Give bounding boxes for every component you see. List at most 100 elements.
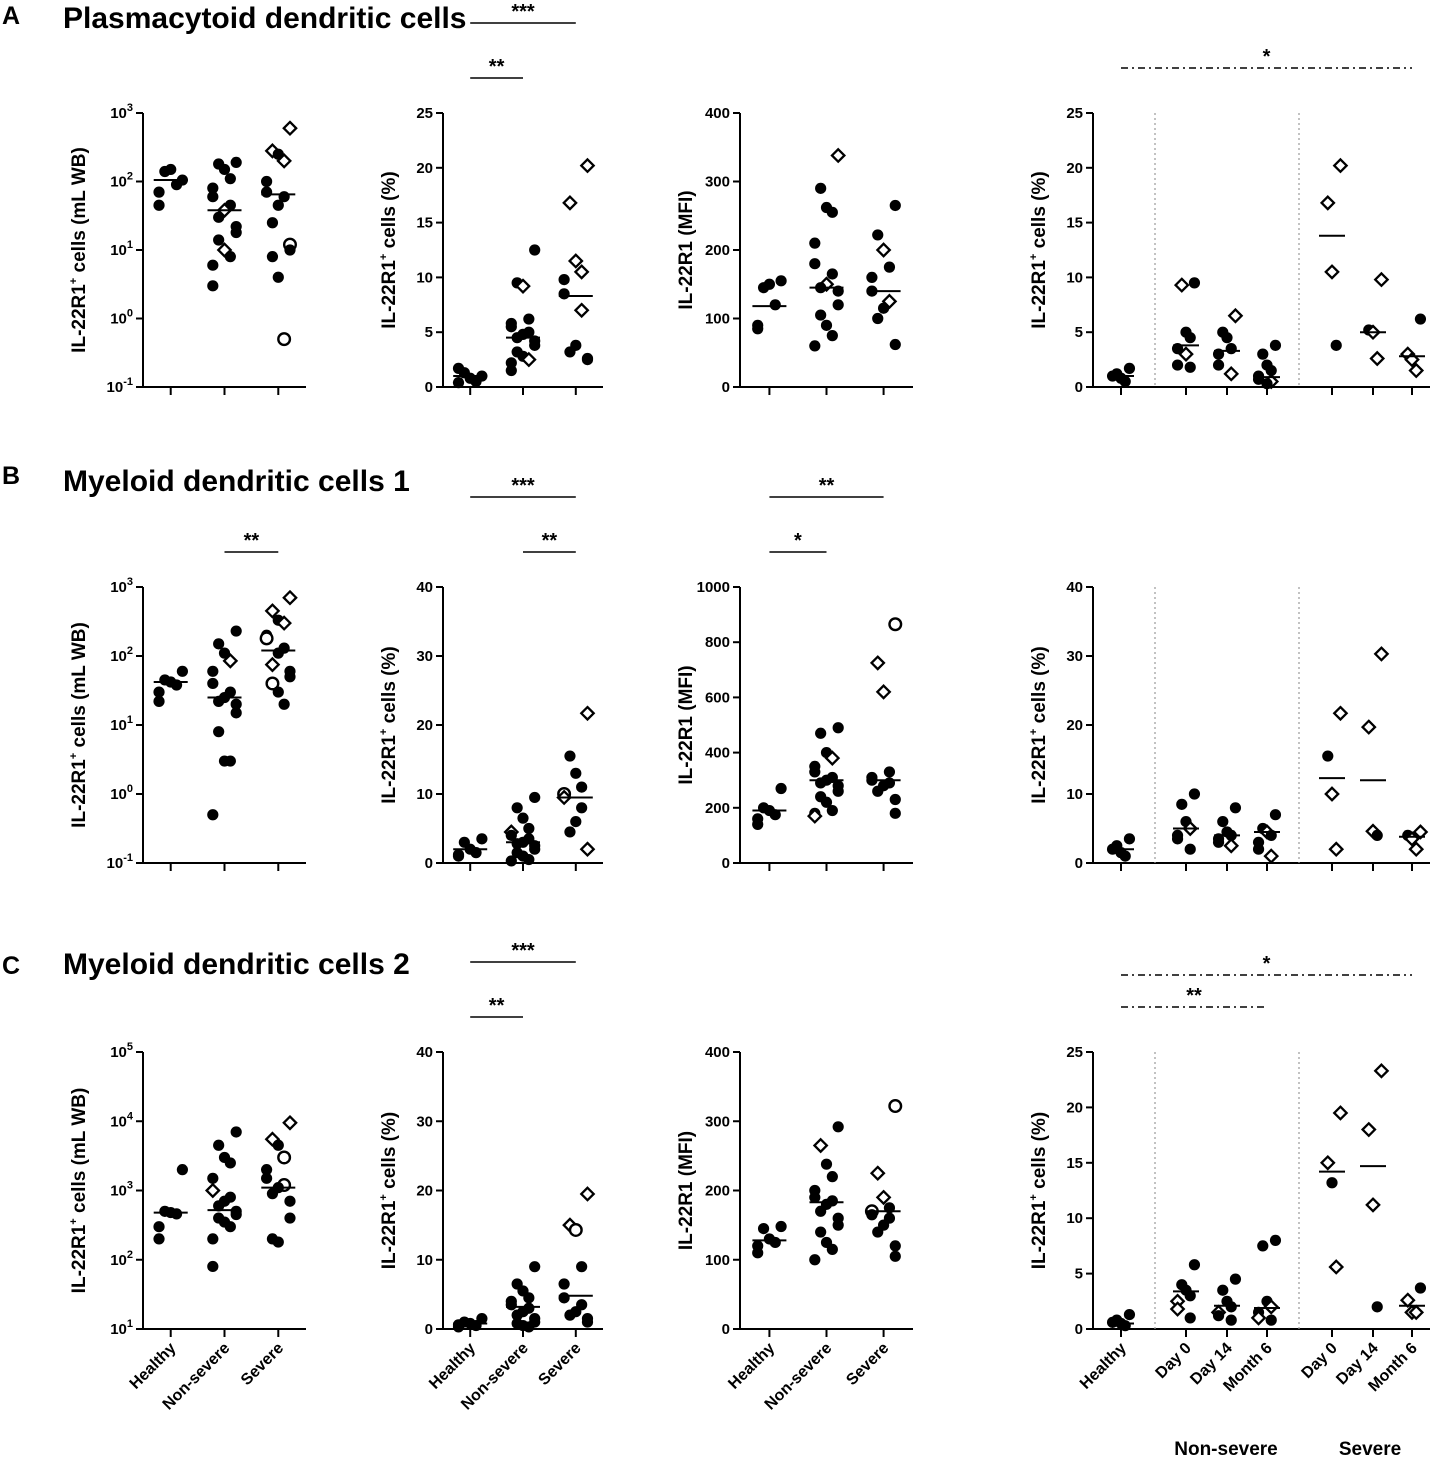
data-point — [872, 1226, 884, 1238]
data-point — [523, 1292, 535, 1304]
data-point — [832, 1121, 844, 1133]
data-point — [511, 1309, 523, 1321]
data-point-diamond — [1408, 841, 1425, 858]
row-header-a: A Plasmacytoid dendritic cells — [2, 2, 467, 35]
data-point — [832, 785, 844, 797]
data-point-open-circle — [277, 1150, 292, 1165]
data-point-diamond — [1332, 705, 1349, 722]
data-point — [558, 288, 570, 300]
data-point — [218, 163, 231, 176]
data-point — [272, 271, 284, 283]
y-tick-label: 10 — [416, 1252, 433, 1269]
y-tick-label: 400 — [705, 1044, 730, 1061]
y-label-part: cells (%) — [379, 646, 400, 728]
data-point — [505, 321, 517, 333]
data-point — [883, 261, 896, 273]
data-point — [570, 816, 582, 828]
data-point — [564, 346, 576, 358]
data-point — [570, 767, 582, 779]
data-point-diamond — [521, 351, 537, 368]
y-label-sup: + — [378, 254, 390, 260]
data-point — [752, 1247, 764, 1259]
data-point — [564, 750, 576, 762]
data-point — [517, 812, 529, 824]
data-point-open-circle — [277, 332, 292, 347]
data-point — [1217, 1284, 1229, 1296]
data-point — [523, 853, 535, 866]
significance-label: * — [794, 530, 802, 552]
row-title-a: Plasmacytoid dendritic cells — [63, 2, 467, 35]
tick-exponent: 2 — [127, 1249, 133, 1261]
y-label-part: IL-22R1 — [69, 284, 90, 353]
data-point — [230, 625, 242, 637]
y-tick-label: 0 — [1075, 855, 1083, 872]
data-point-diamond — [264, 1131, 281, 1148]
data-point — [889, 338, 901, 351]
data-point — [564, 1309, 576, 1321]
y-tick-label: 15 — [1066, 215, 1083, 232]
data-point — [815, 777, 827, 789]
data-point — [176, 1164, 188, 1176]
data-point-diamond — [579, 705, 596, 722]
tick-base: 10 — [110, 174, 127, 191]
data-point — [207, 809, 219, 821]
data-point-diamond — [282, 120, 298, 137]
y-label-sup: + — [1028, 729, 1040, 735]
data-point — [1414, 313, 1427, 325]
data-point-diamond — [1360, 719, 1377, 735]
y-label-sup: + — [68, 1218, 80, 1224]
data-point — [826, 206, 838, 218]
y-tick-label: 30 — [416, 648, 433, 665]
y-tick-label: 10 — [1066, 1210, 1083, 1227]
y-tick-label: 800 — [705, 634, 730, 651]
data-point — [261, 1172, 273, 1184]
data-point-diamond — [1328, 1259, 1345, 1275]
y-label-part: IL-22R1 — [1029, 260, 1050, 329]
data-point — [889, 199, 901, 212]
y-label-part: cells (%) — [1029, 646, 1050, 728]
data-point — [1269, 339, 1282, 351]
data-point-diamond — [806, 808, 823, 824]
data-point — [207, 1233, 219, 1245]
data-point — [1171, 833, 1184, 845]
significance-label: ** — [542, 530, 558, 552]
y-tick-label: 103 — [110, 1180, 133, 1200]
data-point-diamond — [1373, 271, 1390, 288]
significance-label: ** — [819, 475, 835, 497]
y-tick-label: 10 — [1066, 269, 1083, 286]
data-point — [558, 1292, 570, 1304]
y-axis-label: IL-22R1+ cells (%) — [378, 1112, 400, 1269]
y-axis-label: IL-22R1 (MFI) — [676, 1131, 697, 1250]
y-tick-label: 20 — [416, 717, 433, 734]
data-point-diamond — [1324, 264, 1340, 280]
panel-letter-c: C — [2, 952, 20, 980]
y-tick-label: 400 — [705, 105, 730, 122]
y-axis-label: IL-22R1+ cells (%) — [378, 171, 400, 328]
tick-base: 10 — [110, 1183, 127, 1200]
data-point-diamond — [573, 264, 590, 280]
data-point — [775, 1220, 787, 1233]
data-point — [230, 226, 242, 239]
data-point — [815, 182, 827, 194]
data-point — [505, 357, 517, 369]
data-point-diamond — [567, 253, 584, 269]
category-label: Severe — [843, 1340, 892, 1389]
data-point — [452, 849, 465, 861]
y-tick-label: 1000 — [697, 579, 730, 596]
data-point — [1252, 843, 1265, 855]
y-tick-label: 10 — [416, 786, 433, 803]
data-point — [1257, 348, 1269, 360]
data-point — [1184, 332, 1196, 344]
tick-base: 10 — [110, 579, 127, 596]
data-point-open-circle — [568, 1222, 583, 1237]
data-point — [230, 707, 242, 719]
data-point — [752, 323, 764, 335]
data-point — [529, 791, 541, 804]
data-point-diamond — [216, 242, 233, 258]
y-tick-label: 100 — [110, 308, 133, 328]
data-point — [213, 1200, 225, 1212]
data-point — [576, 802, 588, 814]
